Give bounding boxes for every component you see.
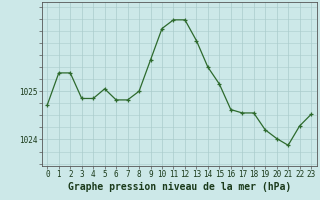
- X-axis label: Graphe pression niveau de la mer (hPa): Graphe pression niveau de la mer (hPa): [68, 182, 291, 192]
